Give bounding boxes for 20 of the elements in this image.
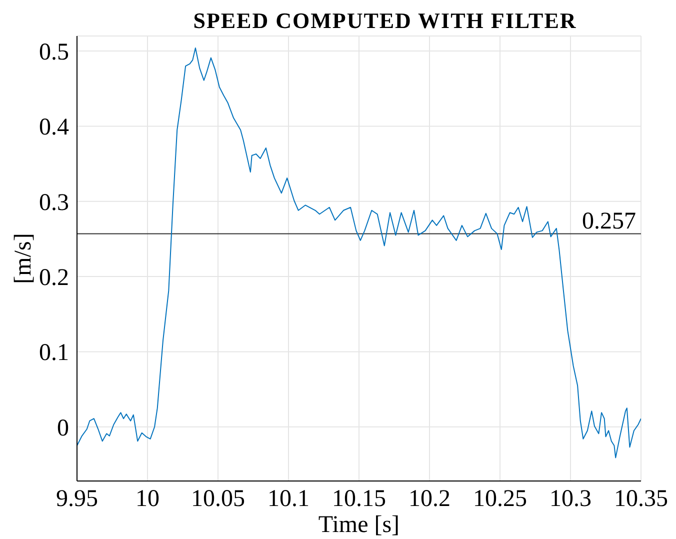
x-tick-label: 10.25 xyxy=(473,486,527,512)
y-tick-label: 0.4 xyxy=(39,114,69,141)
line-series xyxy=(77,48,641,458)
x-axis-title: Time [s] xyxy=(318,512,400,538)
x-tick-label: 10.1 xyxy=(268,486,310,512)
x-tick-label: 10.05 xyxy=(191,486,245,512)
y-tick-label: 0.2 xyxy=(39,265,69,292)
y-tick-label: 0.5 xyxy=(39,40,69,66)
x-tick-label: 9.95 xyxy=(56,486,98,512)
x-tick-label: 10.2 xyxy=(408,486,450,512)
y-tick-label: 0.3 xyxy=(39,190,69,216)
y-tick-label: 0 xyxy=(57,415,69,442)
y-tick-label: 0.1 xyxy=(39,340,69,366)
x-tick-label: 10.15 xyxy=(332,486,386,512)
y-axis-title: [m/s] xyxy=(10,233,37,284)
chart-title: SPEED COMPUTED WITH FILTER xyxy=(192,8,578,34)
x-tick-label: 10 xyxy=(136,486,160,512)
ref-line-label: 0.257 xyxy=(582,208,636,235)
x-tick-label: 10.35 xyxy=(614,486,668,512)
x-tick-label: 10.3 xyxy=(550,486,592,512)
